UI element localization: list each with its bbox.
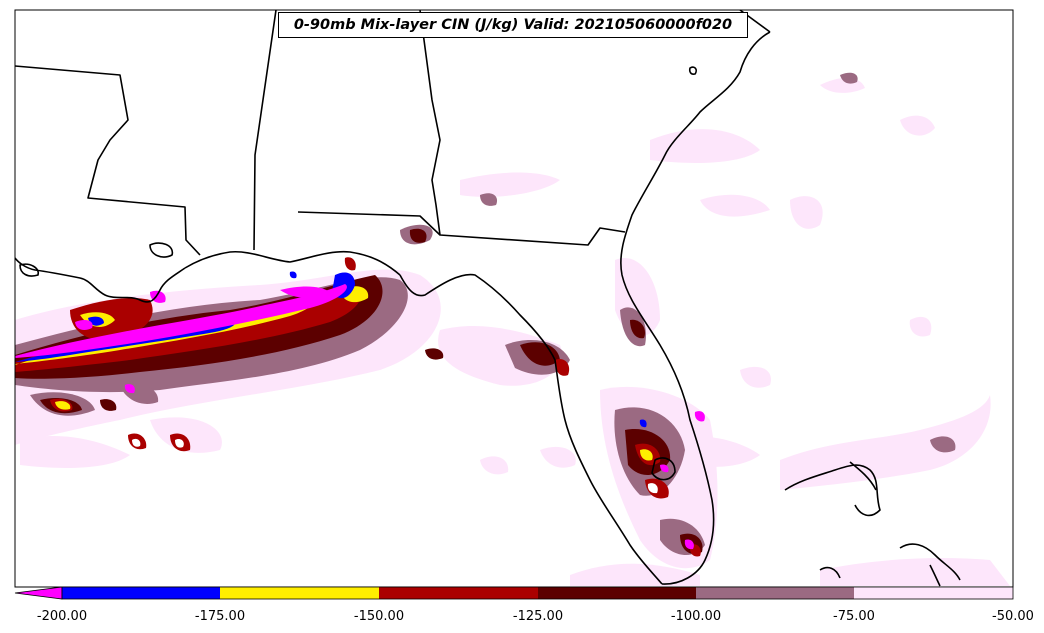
colorbar-tick-label: -200.00	[36, 609, 88, 624]
colorbar-seg-mauve	[696, 587, 854, 599]
map-title: 0-90mb Mix-layer CIN (J/kg) Valid: 20210…	[278, 12, 748, 38]
colorbar-seg-blue	[62, 587, 220, 599]
colorbar-tick-label: -50.00	[992, 609, 1034, 624]
boundaries	[14, 9, 961, 587]
colorbar-tick-label: -175.00	[194, 609, 246, 624]
colorbar	[14, 586, 1014, 600]
colorbar-tick-label: -150.00	[353, 609, 405, 624]
colorbar-seg-yellow	[220, 587, 379, 599]
colorbar-outline	[61, 586, 1014, 600]
colorbar-tick-label: -75.00	[833, 609, 875, 624]
colorbar-seg-red	[379, 587, 538, 599]
colorbar-seg-darkred	[538, 587, 696, 599]
colorbar-seg-pink	[854, 587, 1013, 599]
colorbar-extend-triangle	[14, 586, 63, 600]
colorbar-tick-label: -125.00	[512, 609, 564, 624]
colorbar-tick-label: -100.00	[670, 609, 722, 624]
